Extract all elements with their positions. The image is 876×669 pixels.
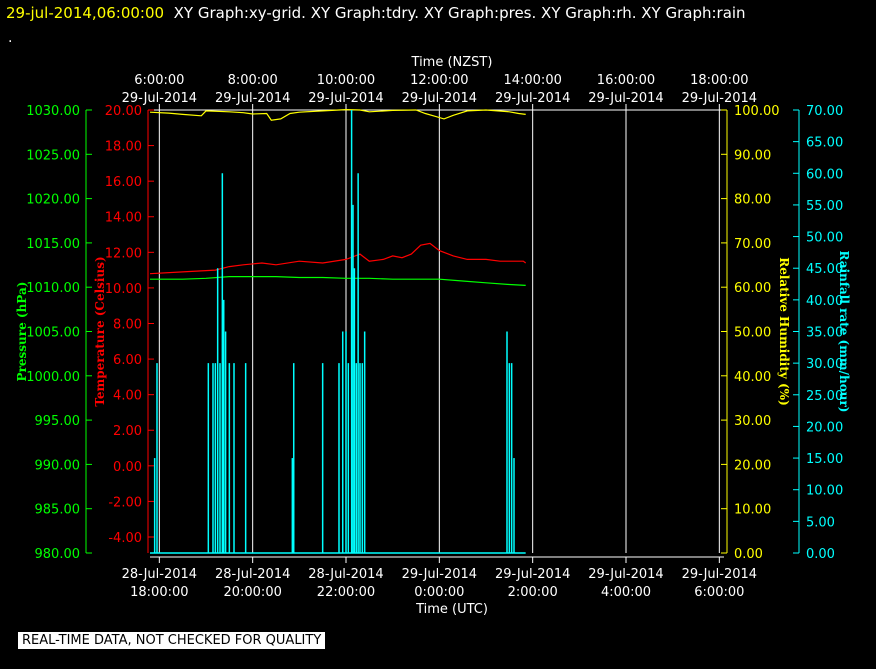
humidity-tick-label: 80.00	[734, 193, 771, 208]
rainfall-tick-label: 50.00	[806, 231, 843, 246]
rainfall-tick-label: 20.00	[806, 420, 843, 435]
humidity-tick-label: 60.00	[734, 281, 771, 296]
header-titles: XY Graph:xy-grid. XY Graph:tdry. XY Grap…	[173, 4, 746, 22]
top-tick-date: 29-Jul-2014	[215, 91, 290, 106]
top-tick-time: 18:00:00	[690, 73, 748, 88]
bottom-tick-time: 22:00:00	[317, 585, 375, 600]
pressure-tick-label: 1025.00	[26, 148, 80, 163]
rainfall-tick-label: 30.00	[806, 357, 843, 372]
rainfall-tick-label: 10.00	[806, 484, 843, 499]
temperature-tick-label: 12.00	[105, 246, 142, 261]
bottom-tick-time: 18:00:00	[130, 585, 188, 600]
bottom-tick-date: 28-Jul-2014	[122, 567, 197, 582]
temperature-tick-label: -4.00	[108, 531, 142, 546]
bottom-tick-time: 2:00:00	[508, 585, 558, 600]
temperature-tick-label: 4.00	[113, 389, 142, 404]
pressure-tick-label: 1010.00	[26, 281, 80, 296]
rainfall-tick-label: 65.00	[806, 136, 843, 151]
pressure-tick-label: 1020.00	[26, 193, 80, 208]
top-tick-time: 16:00:00	[597, 73, 655, 88]
top-tick-date: 29-Jul-2014	[682, 91, 757, 106]
grid	[158, 110, 720, 553]
rainfall-tick-label: 40.00	[806, 294, 843, 309]
axis-labels: Time (NZST) 6:00:00 29-Jul-2014 8:00:00 29-J…	[15, 55, 851, 617]
top-tick-date: 29-Jul-2014	[402, 91, 477, 106]
humidity-tick-label: 40.00	[734, 370, 771, 385]
series-layer	[149, 108, 527, 554]
series-pres-line	[150, 276, 526, 286]
bottom-tick-time: 4:00:00	[601, 585, 651, 600]
top-tick-time: 6:00:00	[134, 73, 184, 88]
top-tick-time: 14:00:00	[503, 73, 561, 88]
top-tick-time: 12:00:00	[410, 73, 468, 88]
series-tdry-line	[149, 242, 527, 275]
temperature-tick-label: -2.00	[108, 495, 142, 510]
header-timestamp: 29-jul-2014,06:00:00	[6, 4, 165, 22]
top-tick-date: 29-Jul-2014	[308, 91, 383, 106]
humidity-tick-label: 50.00	[734, 326, 771, 341]
quality-banner: REAL-TIME DATA, NOT CHECKED FOR QUALITY	[18, 632, 326, 649]
temperature-tick-label: 6.00	[113, 353, 142, 368]
bottom-tick-date: 28-Jul-2014	[215, 567, 290, 582]
humidity-axis-title: Relative Humidity (%)	[777, 257, 791, 406]
rainfall-tick-label: 35.00	[806, 326, 843, 341]
pressure-tick-label: 995.00	[35, 414, 81, 429]
rainfall-tick-label: 5.00	[806, 515, 835, 530]
humidity-tick-label: 30.00	[734, 414, 771, 429]
humidity-tick-label: 0.00	[734, 547, 763, 562]
top-tick-time: 8:00:00	[228, 73, 278, 88]
rainfall-tick-label: 0.00	[806, 547, 835, 562]
bottom-axis-title: Time (UTC)	[415, 602, 488, 617]
humidity-tick-label: 100.00	[734, 104, 780, 119]
rainfall-tick-label: 25.00	[806, 389, 843, 404]
humidity-tick-label: 90.00	[734, 148, 771, 163]
temperature-tick-label: 14.00	[105, 211, 142, 226]
bottom-tick-date: 29-Jul-2014	[402, 567, 477, 582]
temperature-tick-label: 2.00	[113, 424, 142, 439]
bottom-tick-date: 29-Jul-2014	[588, 567, 663, 582]
humidity-tick-label: 20.00	[734, 458, 771, 473]
pressure-tick-label: 1005.00	[26, 326, 80, 341]
rainfall-axis-title: Rainfall rate (mm/hour)	[837, 251, 851, 413]
pressure-tick-label: 980.00	[35, 547, 81, 562]
temperature-tick-label: 18.00	[105, 140, 142, 155]
pressure-tick-label: 1030.00	[26, 104, 80, 119]
pressure-axis-title: Pressure (hPa)	[15, 282, 29, 382]
top-tick-date: 29-Jul-2014	[495, 91, 570, 106]
bottom-tick-time: 6:00:00	[694, 585, 744, 600]
temperature-tick-label: 20.00	[105, 104, 142, 119]
temperature-axis-title: Temperature (Celsius)	[93, 256, 107, 406]
pressure-tick-label: 1000.00	[26, 370, 80, 385]
pressure-tick-label: 985.00	[35, 503, 81, 518]
temperature-tick-label: 10.00	[105, 282, 142, 297]
rainfall-tick-label: 55.00	[806, 199, 843, 214]
pressure-tick-label: 990.00	[35, 458, 81, 473]
series-rh-line	[149, 108, 526, 121]
header-dot: .	[8, 30, 13, 46]
bottom-tick-time: 0:00:00	[414, 585, 464, 600]
header: 29-jul-2014,06:00:00 XY Graph:xy-grid. X…	[6, 4, 746, 22]
temperature-tick-label: 16.00	[105, 175, 142, 190]
top-tick-date: 29-Jul-2014	[122, 91, 197, 106]
top-axis-title: Time (NZST)	[411, 55, 493, 70]
rainfall-tick-label: 60.00	[806, 167, 843, 182]
pressure-tick-label: 1015.00	[26, 237, 80, 252]
bottom-tick-date: 29-Jul-2014	[682, 567, 757, 582]
bottom-tick-time: 20:00:00	[223, 585, 281, 600]
axes	[85, 104, 800, 563]
bottom-tick-date: 28-Jul-2014	[308, 567, 383, 582]
top-tick-date: 29-Jul-2014	[588, 91, 663, 106]
bottom-tick-date: 29-Jul-2014	[495, 567, 570, 582]
temperature-tick-label: 0.00	[113, 460, 142, 475]
rainfall-tick-label: 70.00	[806, 104, 843, 119]
rainfall-tick-label: 45.00	[806, 262, 843, 277]
top-tick-time: 10:00:00	[317, 73, 375, 88]
temperature-tick-label: 8.00	[113, 317, 142, 332]
rainfall-tick-label: 15.00	[806, 452, 843, 467]
humidity-tick-label: 70.00	[734, 237, 771, 252]
humidity-tick-label: 10.00	[734, 503, 771, 518]
